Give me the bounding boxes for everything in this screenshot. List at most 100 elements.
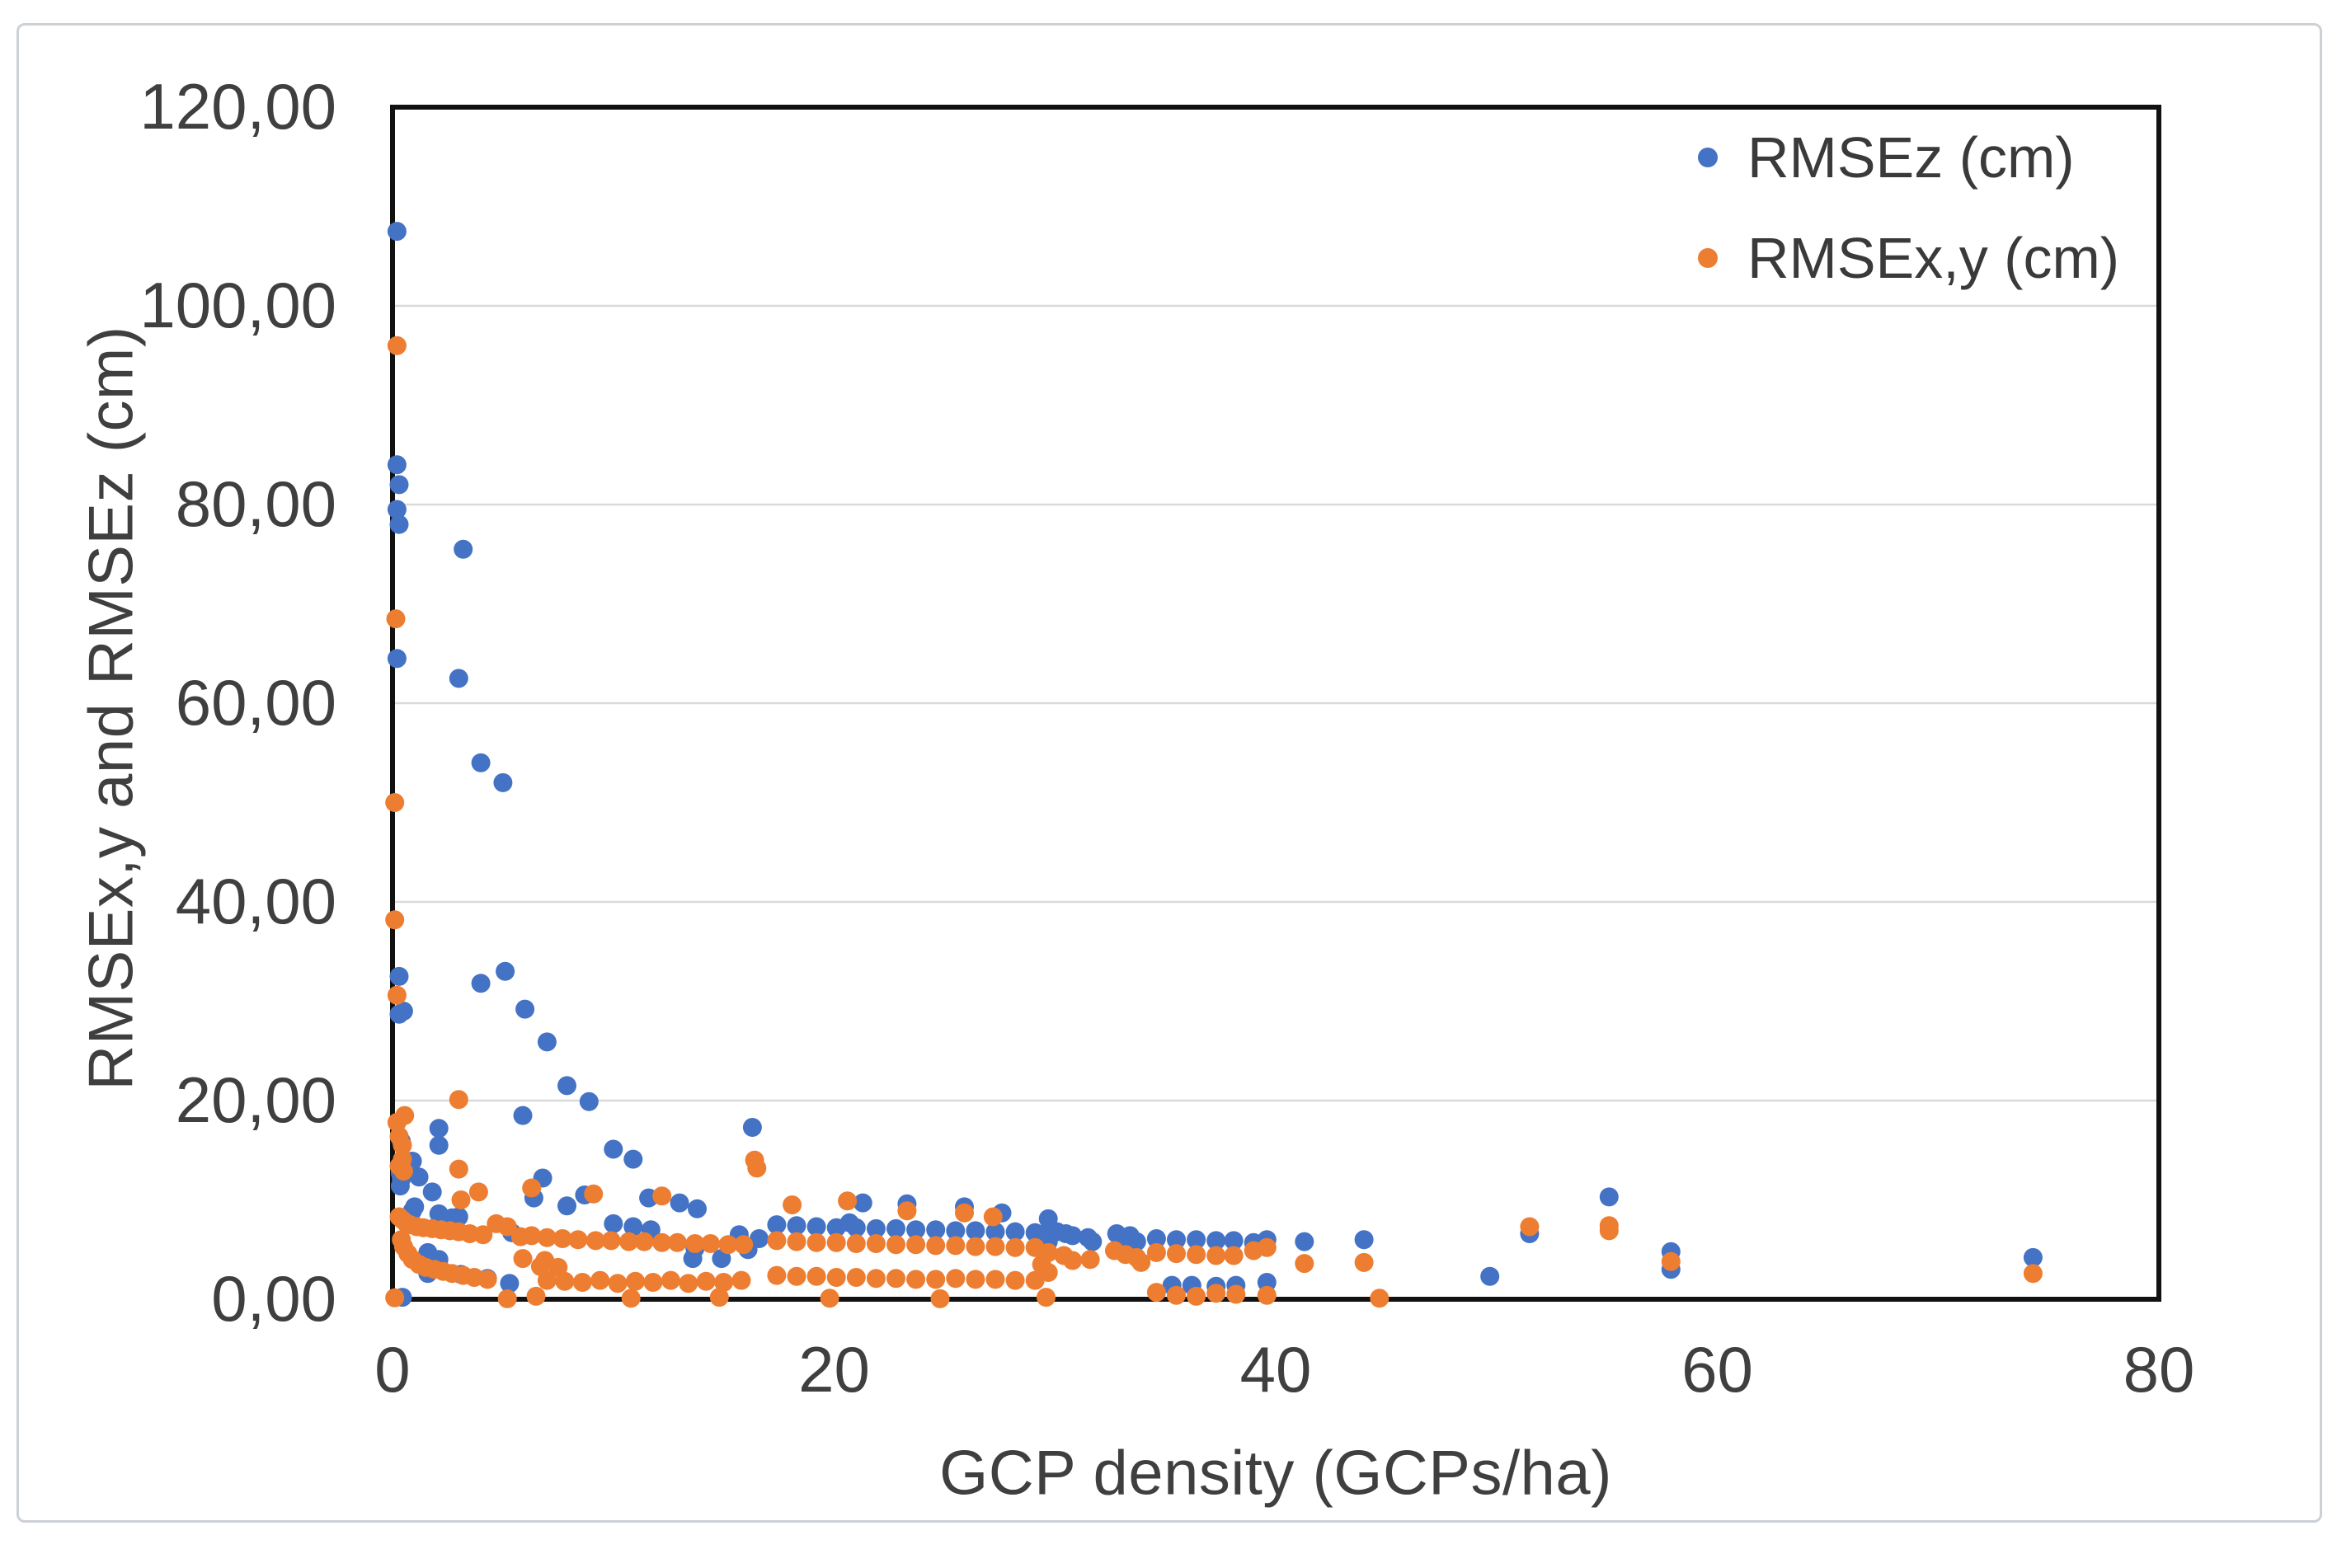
data-point [1354, 1252, 1374, 1272]
data-point [1080, 1250, 1100, 1270]
series-rmsexycm [385, 336, 2043, 1308]
data-point [553, 1229, 572, 1248]
data-point [1167, 1230, 1186, 1250]
data-point [1661, 1251, 1681, 1271]
data-point [985, 1237, 1005, 1256]
legend-item-rmsez[interactable]: RMSEz (cm) [1698, 124, 2119, 190]
data-point [718, 1235, 738, 1255]
data-point [985, 1222, 1005, 1242]
data-point [806, 1217, 826, 1237]
y-tick-label: 40,00 [176, 865, 336, 937]
data-point [670, 1193, 689, 1213]
data-point [451, 1190, 471, 1209]
data-point [385, 910, 405, 930]
data-point [497, 1217, 517, 1237]
data-point [584, 1184, 604, 1204]
rmsez-series-marker-icon [1698, 148, 1718, 167]
data-point [1146, 1229, 1166, 1248]
data-point [468, 1182, 488, 1202]
data-point [387, 222, 407, 242]
data-point [389, 966, 409, 986]
data-point [473, 1225, 493, 1245]
series-rmsezcm [387, 222, 2043, 1307]
data-point [661, 1270, 680, 1290]
rmsexy-series-marker-icon [1698, 248, 1718, 268]
data-point [643, 1273, 663, 1292]
data-point [385, 1288, 405, 1307]
data-point [1295, 1232, 1314, 1251]
legend-label-rmsexy: RMSEx,y (cm) [1747, 226, 2120, 290]
data-point [1063, 1251, 1083, 1270]
data-point [1038, 1263, 1058, 1282]
data-point [387, 500, 407, 519]
data-point [866, 1234, 886, 1253]
data-point [1187, 1286, 1206, 1306]
data-point [906, 1270, 926, 1289]
data-point [387, 455, 407, 475]
data-point [1206, 1284, 1226, 1303]
data-point [1257, 1237, 1277, 1257]
data-point [389, 514, 409, 534]
data-point [387, 649, 407, 669]
data-point [2023, 1247, 2043, 1267]
data-point [385, 793, 405, 812]
data-point [608, 1274, 628, 1293]
data-point [683, 1249, 703, 1269]
data-point [601, 1231, 621, 1251]
data-point [747, 1158, 767, 1178]
data-point [787, 1266, 806, 1286]
data-point [449, 1159, 468, 1179]
data-point [429, 1135, 449, 1155]
data-point [2023, 1264, 2043, 1284]
data-point [926, 1236, 946, 1256]
data-point [568, 1230, 588, 1250]
data-points [385, 222, 2043, 1308]
data-point [537, 1270, 557, 1290]
y-tick-label: 80,00 [176, 467, 336, 540]
data-point [1206, 1246, 1226, 1265]
data-point [696, 1271, 716, 1291]
data-point [906, 1220, 926, 1240]
data-point [1520, 1217, 1540, 1237]
legend-item-rmsexy[interactable]: RMSEx,y (cm) [1698, 225, 2119, 291]
data-point [714, 1273, 734, 1292]
chart-figure: 0,00 20,00 40,00 60,00 80,00 100,00 120,00 0 20 4… [16, 23, 2322, 1523]
data-point [449, 1090, 468, 1110]
y-tick-label: 120,00 [139, 70, 336, 143]
data-point [1167, 1285, 1186, 1305]
data-point [709, 1288, 729, 1307]
data-point [966, 1270, 985, 1289]
data-point [1480, 1266, 1500, 1286]
data-point [393, 1162, 413, 1181]
data-point [1224, 1231, 1244, 1251]
data-point [585, 1231, 605, 1251]
data-point [634, 1232, 654, 1251]
data-point [652, 1186, 672, 1206]
data-point [1037, 1288, 1056, 1307]
data-point [409, 1167, 429, 1187]
data-point [422, 1182, 442, 1202]
data-point [685, 1234, 705, 1253]
data-point [604, 1139, 623, 1159]
x-tick-label: 0 [374, 1333, 410, 1406]
y-tick-label: 20,00 [176, 1063, 336, 1136]
data-point [966, 1237, 985, 1256]
data-point [701, 1234, 721, 1253]
data-point [783, 1195, 802, 1214]
data-point [493, 772, 513, 792]
data-point [537, 1032, 557, 1052]
data-point [497, 1289, 517, 1308]
plot-frame [390, 105, 2161, 1302]
data-point [886, 1218, 905, 1238]
data-point [966, 1221, 985, 1241]
data-point [897, 1201, 917, 1221]
data-point [853, 1193, 872, 1213]
data-point [820, 1289, 839, 1308]
data-point [906, 1235, 926, 1255]
gridlines [393, 304, 2159, 1102]
data-point [734, 1235, 754, 1255]
data-point [522, 1178, 542, 1198]
data-point [886, 1235, 905, 1255]
legend: RMSEz (cm) RMSEx,y (cm) [1698, 124, 2119, 291]
data-point [1257, 1285, 1277, 1305]
